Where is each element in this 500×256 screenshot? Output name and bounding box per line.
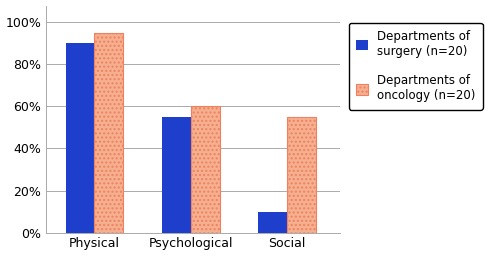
Bar [258, 211, 287, 233]
Bar [66, 44, 94, 233]
Bar [162, 117, 190, 233]
Bar [287, 117, 316, 233]
Bar [94, 33, 124, 233]
Bar [190, 106, 220, 233]
Legend: Departments of
surgery (n=20), Departments of
oncology (n=20): Departments of surgery (n=20), Departmen… [349, 23, 482, 110]
